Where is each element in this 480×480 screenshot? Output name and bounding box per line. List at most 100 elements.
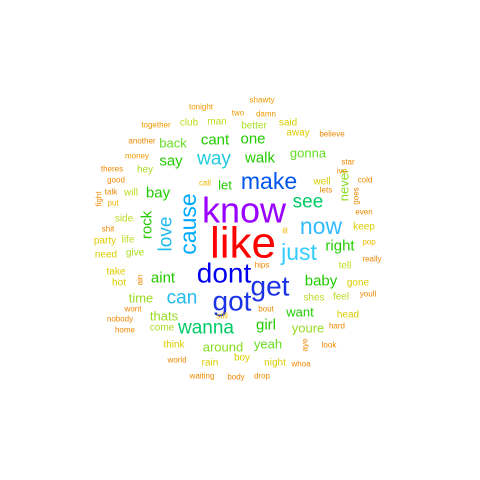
word-call: call bbox=[199, 179, 211, 188]
word-theres: theres bbox=[101, 165, 123, 174]
word-well: well bbox=[312, 177, 330, 188]
word-club: club bbox=[180, 118, 199, 129]
word-hard: hard bbox=[329, 322, 345, 331]
word-whoa: whoa bbox=[290, 360, 311, 369]
word-drop: drop bbox=[254, 372, 271, 381]
word-shes: shes bbox=[303, 293, 324, 304]
word-still: still bbox=[216, 312, 228, 321]
word-dont: dont bbox=[197, 258, 252, 289]
word-love: love bbox=[156, 217, 177, 252]
word-even: even bbox=[355, 208, 372, 217]
word-rock: rock bbox=[139, 210, 156, 239]
word-wont: wont bbox=[124, 305, 143, 314]
word-wanna: wanna bbox=[177, 318, 234, 339]
word-come: come bbox=[150, 323, 175, 334]
word-together: together bbox=[141, 121, 171, 130]
word-damn: damn bbox=[256, 110, 276, 119]
word-man: man bbox=[207, 117, 226, 128]
word-cause: cause bbox=[175, 193, 201, 254]
word-know: know bbox=[202, 190, 287, 231]
word-got: got bbox=[213, 286, 252, 317]
word-home: home bbox=[115, 326, 136, 335]
word-gonna: gonna bbox=[290, 146, 327, 161]
word-bay: bay bbox=[146, 185, 171, 202]
word-fight: fight bbox=[95, 191, 104, 207]
word-said: said bbox=[279, 118, 297, 129]
word-another: another bbox=[128, 137, 155, 146]
word-ain: ain bbox=[136, 275, 145, 286]
word-take: take bbox=[107, 267, 126, 278]
word-away: away bbox=[286, 128, 309, 139]
word-better: better bbox=[241, 121, 267, 132]
word-night: night bbox=[264, 358, 286, 369]
word-give: give bbox=[126, 248, 145, 259]
word-need: need bbox=[95, 250, 117, 261]
word-thats: thats bbox=[150, 309, 179, 324]
word-party: party bbox=[94, 236, 116, 247]
word-really: really bbox=[362, 255, 381, 264]
word-never: never bbox=[337, 168, 352, 201]
word-nobody: nobody bbox=[107, 315, 133, 324]
word-like: like bbox=[210, 219, 276, 268]
word-boy: boy bbox=[234, 353, 250, 364]
word-just: just bbox=[280, 239, 317, 265]
word-look: look bbox=[322, 341, 338, 350]
word-cold: cold bbox=[358, 176, 373, 185]
word-hey: hey bbox=[137, 165, 153, 176]
word-rain: rain bbox=[202, 358, 219, 369]
word-aint: aint bbox=[151, 270, 176, 287]
word-can: can bbox=[167, 288, 198, 309]
word-will: will bbox=[123, 188, 138, 199]
word-get: get bbox=[251, 271, 290, 302]
word-way: way bbox=[196, 149, 231, 170]
word-side: side bbox=[115, 214, 134, 225]
word-keep: keep bbox=[353, 222, 375, 233]
word-shawty: shawty bbox=[250, 96, 275, 105]
word-money: money bbox=[125, 152, 149, 161]
word-believe: believe bbox=[319, 130, 345, 139]
word-now: now bbox=[300, 213, 343, 239]
word-hot: hot bbox=[112, 278, 126, 289]
word-star: star bbox=[341, 158, 355, 167]
word-time: time bbox=[129, 291, 154, 306]
word-ive: ive bbox=[337, 167, 348, 176]
word-good: good bbox=[107, 176, 125, 185]
word-tell: tell bbox=[339, 261, 352, 272]
word-bout: bout bbox=[258, 305, 274, 314]
word-hips: hips bbox=[255, 261, 270, 270]
word-right: right bbox=[325, 238, 355, 255]
word-body: body bbox=[227, 373, 244, 382]
word-two: two bbox=[232, 109, 245, 118]
word-shit: shit bbox=[102, 225, 115, 234]
word-talk: talk bbox=[105, 188, 118, 197]
word-baby: baby bbox=[305, 273, 338, 290]
word-say: say bbox=[159, 153, 183, 170]
word-aye: aye bbox=[301, 338, 310, 351]
word-make: make bbox=[241, 168, 297, 194]
word-one: one bbox=[240, 131, 265, 148]
word-yeah: yeah bbox=[254, 337, 282, 352]
word-life: life bbox=[122, 235, 135, 246]
word-feel: feel bbox=[333, 292, 349, 303]
word-goes: goes bbox=[352, 187, 361, 204]
word-back: back bbox=[159, 136, 187, 151]
word-lets: lets bbox=[320, 186, 332, 195]
word-walk: walk bbox=[244, 150, 276, 167]
word-head: head bbox=[337, 310, 359, 321]
word-waiting: waiting bbox=[189, 372, 215, 381]
word-tonight: tonight bbox=[189, 103, 214, 112]
word-youre: youre bbox=[292, 321, 325, 336]
word-see: see bbox=[293, 192, 324, 213]
word-ill: ill bbox=[282, 227, 288, 236]
word-think: think bbox=[163, 340, 185, 351]
word-youll: youll bbox=[360, 290, 377, 299]
word-girl: girl bbox=[256, 317, 276, 334]
word-world: world bbox=[166, 356, 186, 365]
word-want: want bbox=[285, 305, 314, 320]
word-cant: cant bbox=[201, 132, 230, 149]
word-around: around bbox=[203, 340, 243, 355]
word-gone: gone bbox=[347, 278, 370, 289]
word-let: let bbox=[218, 178, 232, 193]
